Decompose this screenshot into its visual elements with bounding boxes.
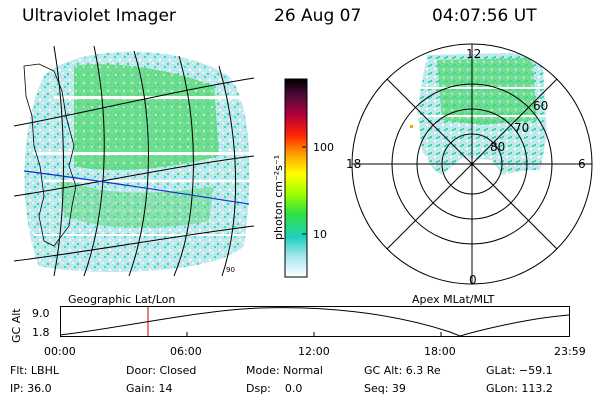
ip-status: IP: 36.0 bbox=[10, 382, 52, 395]
time-tick-1800: 18:00 bbox=[424, 345, 456, 358]
instrument-title: Ultraviolet Imager bbox=[22, 6, 176, 26]
altitude-plot bbox=[60, 306, 570, 337]
colorbar-tick-10: 10 bbox=[313, 228, 327, 241]
time-tick-2359: 23:59 bbox=[554, 345, 586, 358]
color-scale-bar bbox=[284, 78, 308, 278]
geographic-panel-label: Geographic Lat/Lon bbox=[68, 293, 176, 306]
glat-status: GLat: −59.1 bbox=[486, 364, 553, 377]
filter-status: Flt: LBHL bbox=[10, 364, 59, 377]
altitude-tick-high: 9.0 bbox=[32, 307, 50, 320]
geographic-image: 90 bbox=[14, 46, 254, 276]
mlt-label-6: 6 bbox=[578, 157, 586, 171]
colorbar-tick-100: 100 bbox=[313, 141, 334, 154]
date-label: 26 Aug 07 bbox=[274, 6, 362, 26]
glon-status: GLon: 113.2 bbox=[486, 382, 553, 395]
mlt-label-12: 12 bbox=[466, 47, 481, 61]
door-status: Door: Closed bbox=[126, 364, 197, 377]
altitude-axis-label: GC Alt bbox=[10, 308, 23, 343]
lat-label-70: 70 bbox=[514, 121, 529, 135]
apex-panel-label: Apex MLat/MLT bbox=[412, 293, 495, 306]
mode-status: Mode: Normal bbox=[246, 364, 323, 377]
seq-status: Seq: 39 bbox=[364, 382, 406, 395]
time-tick-1200: 12:00 bbox=[298, 345, 330, 358]
gc-alt-status: GC Alt: 6.3 Re bbox=[364, 364, 441, 377]
lat-label-80: 80 bbox=[490, 140, 505, 154]
mlt-label-18: 18 bbox=[346, 157, 361, 171]
altitude-tick-low: 1.8 bbox=[32, 326, 50, 339]
corner-degree-label: 90 bbox=[226, 266, 235, 274]
apex-polar-plot: 12 18 6 0 60 70 80 bbox=[346, 43, 593, 287]
lat-label-60: 60 bbox=[533, 99, 548, 113]
gain-status: Gain: 14 bbox=[126, 382, 173, 395]
mlt-label-0: 0 bbox=[469, 273, 477, 287]
time-tick-0000: 00:00 bbox=[44, 345, 76, 358]
time-label: 04:07:56 UT bbox=[432, 6, 537, 26]
time-tick-0600: 06:00 bbox=[170, 345, 202, 358]
dsp-status: Dsp: 0.0 bbox=[246, 382, 303, 395]
colorbar-unit-label: photon cm⁻²s⁻¹ bbox=[272, 154, 285, 240]
